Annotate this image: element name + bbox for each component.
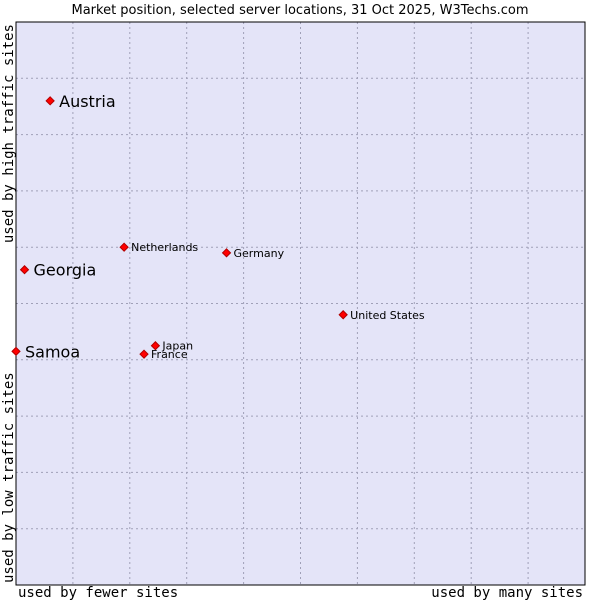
point-marker — [338, 310, 348, 320]
x-axis-label-right: used by many sites — [431, 585, 583, 600]
y-axis-label-bottom: used by low traffic sites — [1, 372, 17, 583]
point-marker — [45, 96, 55, 106]
point-marker — [11, 346, 21, 357]
data-point-france: France — [139, 348, 188, 361]
point-marker — [139, 349, 149, 359]
data-point-georgia: Georgia — [19, 261, 97, 280]
plot-frame — [15, 21, 586, 586]
point-label: Netherlands — [131, 241, 198, 254]
point-marker — [19, 265, 30, 275]
data-point-samoa: Samoa — [11, 342, 80, 361]
point-label: Japan — [161, 340, 193, 353]
chart-title: Market position, selected server locatio… — [71, 3, 528, 18]
data-point-netherlands: Netherlands — [119, 241, 198, 254]
data-point-austria: Austria — [45, 92, 116, 111]
data-points: Austria Netherlands Germany Georgia United S… — [11, 92, 425, 361]
point-label: France — [151, 348, 188, 361]
point-marker — [221, 248, 232, 258]
data-point-united-states: United States — [338, 309, 425, 322]
point-marker — [150, 341, 161, 351]
point-label: Austria — [59, 92, 116, 111]
data-point-germany: Germany — [221, 247, 285, 260]
point-label: Germany — [234, 247, 285, 260]
data-point-japan: Japan — [150, 340, 193, 353]
point-label: United States — [350, 309, 425, 322]
grid-lines — [16, 22, 585, 585]
point-label: Georgia — [34, 261, 97, 280]
point-marker — [119, 242, 129, 252]
point-label: Samoa — [25, 342, 80, 361]
y-axis-label-top: used by high traffic sites — [1, 24, 17, 243]
x-axis-label-left: used by fewer sites — [18, 585, 178, 600]
